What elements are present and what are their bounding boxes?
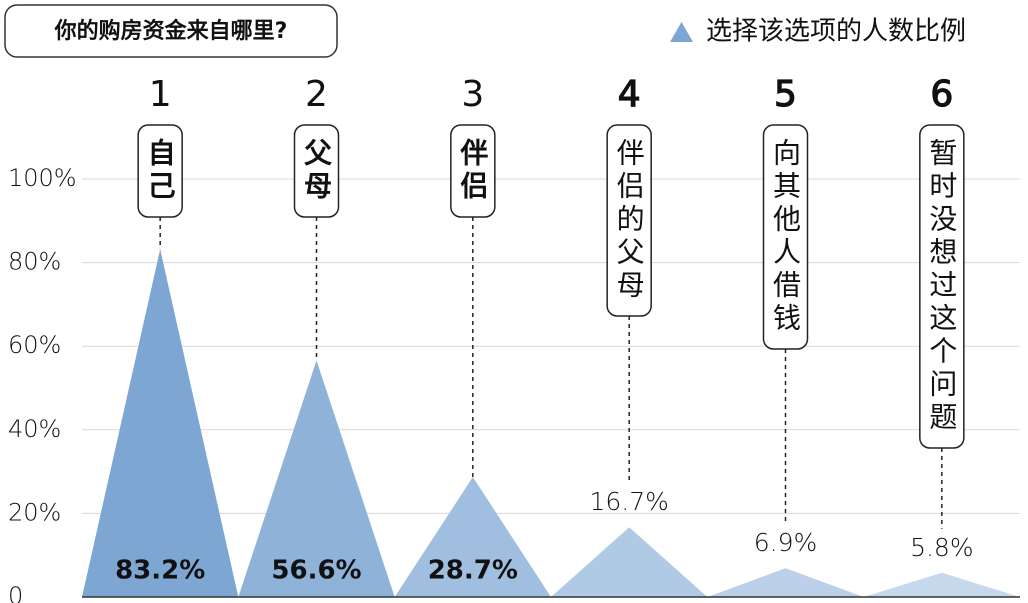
- y-tick-label: 80%: [8, 248, 61, 276]
- rank-label: 5: [774, 74, 797, 115]
- category-label: 暂时没想过这个问题: [925, 138, 958, 435]
- category-label: 自己: [144, 138, 177, 204]
- y-tick-label: 40%: [8, 415, 61, 443]
- chart-title: 你的购房资金来自哪里?: [54, 18, 288, 44]
- peak: [863, 572, 1020, 597]
- y-tick-label: 0: [8, 582, 23, 603]
- category-box: [450, 124, 496, 218]
- value-label: 16.7%: [589, 487, 668, 516]
- legend-label: 选择该选项的人数比例: [706, 17, 966, 47]
- value-label: 5.8%: [910, 533, 974, 562]
- category-box: [606, 124, 652, 317]
- category-box: [919, 124, 965, 449]
- rank-label: 6: [930, 74, 953, 115]
- value-label: 83.2%: [115, 556, 205, 586]
- value-label: 56.6%: [271, 556, 361, 586]
- category-box: [137, 124, 183, 218]
- rank-label: 3: [461, 74, 484, 115]
- rank-label: 4: [618, 74, 641, 115]
- peak: [82, 249, 239, 597]
- peak: [551, 527, 708, 597]
- category-label: 向其他人借钱: [769, 138, 802, 336]
- category-label: 父母: [300, 138, 333, 204]
- y-tick-label: 100%: [8, 164, 77, 192]
- value-label: 6.9%: [754, 528, 818, 557]
- peak: [238, 360, 395, 597]
- rank-label: 1: [149, 74, 172, 115]
- value-label: 28.7%: [428, 556, 518, 586]
- y-tick-label: 20%: [8, 498, 61, 526]
- title-box: [4, 4, 338, 58]
- category-box: [762, 124, 809, 350]
- category-label: 伴侣的父母: [613, 138, 646, 303]
- peak: [394, 477, 551, 597]
- legend-marker: [670, 22, 693, 42]
- rank-label: 2: [305, 74, 328, 115]
- category-label: 伴侣: [456, 138, 489, 204]
- category-box: [293, 124, 340, 218]
- y-tick-label: 60%: [8, 331, 61, 359]
- peak: [707, 568, 864, 597]
